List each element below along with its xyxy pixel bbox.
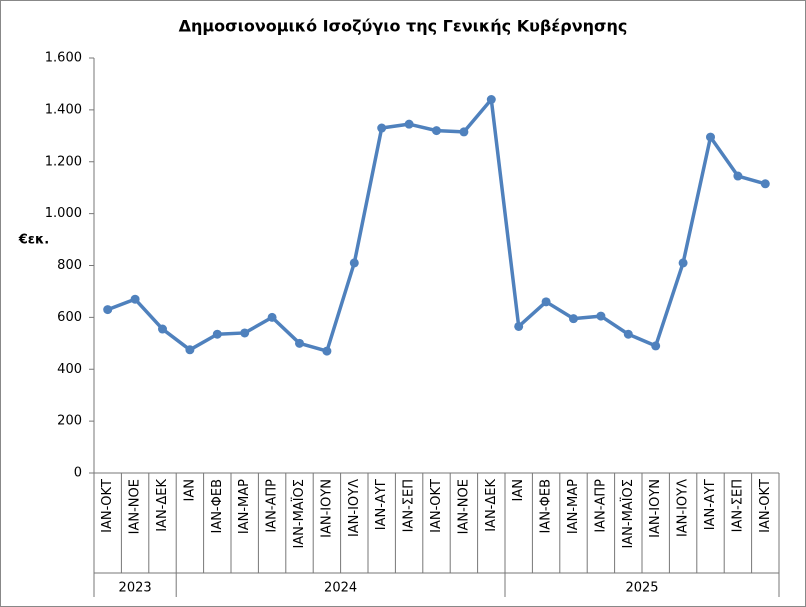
x-tick-label: ΙΑΝ-ΔΕΚ <box>155 479 170 532</box>
x-tick-label: ΙΑΝ-ΣΕΠ <box>730 479 745 532</box>
data-point <box>185 345 195 355</box>
y-tick-label: 200 <box>57 414 82 429</box>
y-tick-label: 1.600 <box>45 51 82 66</box>
x-tick-label: ΙΑΝ-ΔΕΚ <box>484 479 499 532</box>
data-point <box>432 126 441 136</box>
data-point <box>322 346 332 356</box>
y-tick-label: 800 <box>57 258 82 273</box>
data-point <box>212 329 222 339</box>
data-point <box>514 321 524 331</box>
x-tick-label: ΙΑΝ-ΟΚΤ <box>758 479 773 533</box>
group-label: 2023 <box>119 581 152 596</box>
x-tick-label: ΙΑΝ-ΝΟΕ <box>456 479 471 534</box>
x-tick-label: ΙΑΝ-ΣΕΠ <box>402 479 417 532</box>
data-point <box>158 324 167 334</box>
x-tick-label: ΙΑΝ <box>511 479 526 501</box>
x-tick-label: ΙΑΝ-ΑΥΓ <box>703 478 718 530</box>
data-point <box>596 311 606 321</box>
x-tick-label: ΙΑΝ-ΟΚΤ <box>100 479 115 533</box>
data-point <box>706 132 715 142</box>
y-tick-label: 0 <box>74 466 82 481</box>
x-tick-label: ΙΑΝ-ΜΑΡ <box>237 479 252 534</box>
x-tick-label: ΙΑΝ-ΙΟΥΝ <box>319 479 334 538</box>
x-tick-label: ΙΑΝ <box>182 479 197 501</box>
data-point <box>569 314 578 324</box>
data-point <box>486 95 496 104</box>
data-point <box>651 341 661 351</box>
data-point <box>404 119 414 129</box>
group-label: 2024 <box>324 581 357 596</box>
data-point <box>541 297 551 307</box>
x-tick-label: ΙΑΝ-ΑΠΡ <box>265 479 280 533</box>
y-axis-label: €εκ. <box>18 233 49 248</box>
data-point <box>295 338 304 348</box>
group-label: 2025 <box>625 581 658 596</box>
y-tick-label: 1.400 <box>45 102 82 117</box>
x-tick-label: ΙΑΝ-ΑΠΡ <box>593 479 608 533</box>
x-tick-label: ΙΑΝ-ΜΑΪΟΣ <box>620 479 636 549</box>
y-tick-label: 1.000 <box>45 206 82 221</box>
x-tick-label: ΙΑΝ-ΜΑΪΟΣ <box>291 479 307 549</box>
y-tick-label: 600 <box>57 310 82 325</box>
x-tick-label: ΙΑΝ-ΦΕΒ <box>539 479 554 534</box>
data-point <box>349 258 359 268</box>
data-point <box>459 127 469 137</box>
y-tick-label: 400 <box>57 362 82 377</box>
data-point <box>240 328 250 338</box>
data-point <box>760 179 770 189</box>
data-point <box>733 171 743 181</box>
data-point <box>678 258 688 268</box>
y-tick-label: 1.200 <box>45 154 82 169</box>
x-tick-label: ΙΑΝ-ΙΟΥΝ <box>648 479 663 538</box>
x-tick-label: ΙΑΝ-ΦΕΒ <box>210 479 225 534</box>
data-point <box>377 123 387 133</box>
chart-title: Δημοσιονομικό Ισοζύγιο της Γενικής Κυβέρ… <box>179 17 628 36</box>
data-point <box>103 305 113 315</box>
data-point <box>267 312 277 322</box>
data-point <box>130 294 140 304</box>
x-tick-label: ΙΑΝ-ΑΥΓ <box>374 478 389 530</box>
x-tick-label: ΙΑΝ-ΝΟΕ <box>128 479 143 534</box>
x-tick-label: ΙΑΝ-ΟΚΤ <box>429 479 444 533</box>
x-tick-label: ΙΑΝ-ΙΟΥΛ <box>347 479 362 537</box>
x-tick-label: ΙΑΝ-ΜΑΡ <box>566 479 581 534</box>
data-point <box>623 329 633 339</box>
x-tick-label: ΙΑΝ-ΙΟΥΛ <box>676 479 691 537</box>
